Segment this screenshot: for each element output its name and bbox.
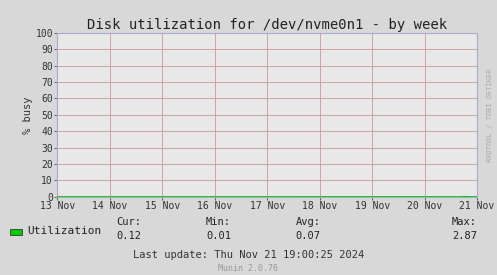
Text: 0.12: 0.12 — [117, 231, 142, 241]
Text: Cur:: Cur: — [117, 217, 142, 227]
Text: 0.07: 0.07 — [296, 231, 321, 241]
Text: RRDTOOL / TOBI OETIKER: RRDTOOL / TOBI OETIKER — [487, 69, 493, 162]
Text: Last update: Thu Nov 21 19:00:25 2024: Last update: Thu Nov 21 19:00:25 2024 — [133, 250, 364, 260]
Text: Min:: Min: — [206, 217, 231, 227]
Text: Utilization: Utilization — [27, 226, 101, 236]
Text: 2.87: 2.87 — [452, 231, 477, 241]
Y-axis label: % busy: % busy — [22, 96, 33, 134]
Text: Munin 2.0.76: Munin 2.0.76 — [219, 264, 278, 273]
Text: Avg:: Avg: — [296, 217, 321, 227]
Title: Disk utilization for /dev/nvme0n1 - by week: Disk utilization for /dev/nvme0n1 - by w… — [87, 18, 447, 32]
Text: 0.01: 0.01 — [206, 231, 231, 241]
Text: Max:: Max: — [452, 217, 477, 227]
